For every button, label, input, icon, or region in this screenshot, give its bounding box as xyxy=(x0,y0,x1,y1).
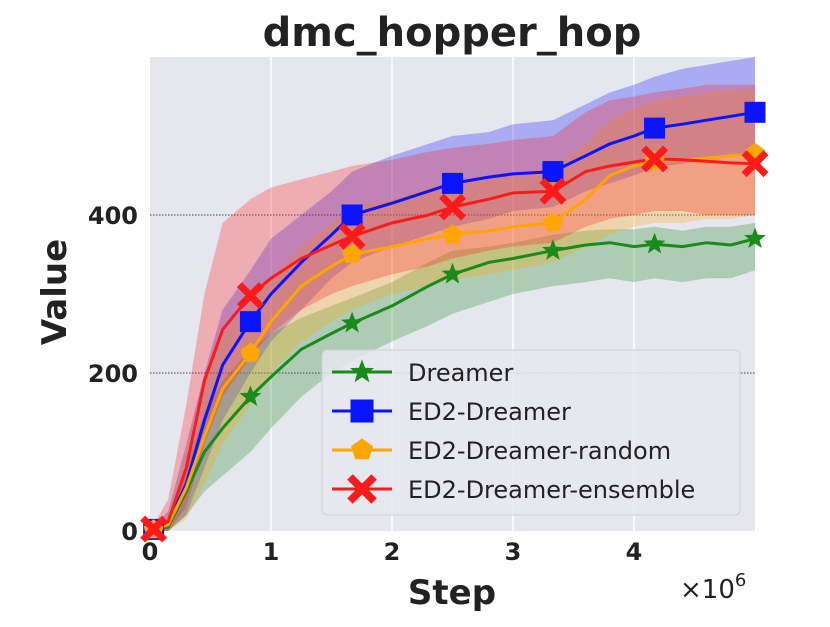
x-tick-label: 1 xyxy=(263,538,280,566)
x-tick-label: 4 xyxy=(626,538,643,566)
marker-square xyxy=(442,172,463,194)
marker-star xyxy=(744,227,766,248)
band-ED2-Dreamer xyxy=(150,57,755,531)
y-tick-label: 400 xyxy=(88,202,138,230)
legend-label: Dreamer xyxy=(408,359,513,387)
marker-x xyxy=(439,193,466,221)
band-ED2-Dreamer-ensemble xyxy=(150,84,755,531)
marker-star xyxy=(239,385,262,406)
marker-star xyxy=(542,239,564,260)
legend-marker-star xyxy=(350,359,374,383)
marker-x xyxy=(140,515,168,543)
marker-square xyxy=(341,204,363,226)
marker-square xyxy=(239,311,261,333)
legend-label: ED2-Dreamer-ensemble xyxy=(408,476,695,504)
marker-star xyxy=(643,232,666,254)
marker-x xyxy=(236,282,264,310)
marker-square xyxy=(542,161,564,183)
marker-pentagon xyxy=(240,342,261,362)
y-tick-labels: 0 200 400 xyxy=(88,202,138,546)
marker-star xyxy=(441,262,464,284)
legend-marker-x xyxy=(347,474,377,504)
legend-box xyxy=(321,349,741,516)
marker-pentagon xyxy=(442,224,463,244)
x-tick-label: 0 xyxy=(142,538,159,566)
band-ED2-Dreamer-random xyxy=(150,88,755,531)
y-axis-label: Value xyxy=(35,239,75,345)
x-tick-label: 2 xyxy=(384,538,401,566)
marker-pentagon xyxy=(342,244,363,263)
marker-x xyxy=(641,145,669,173)
x-tick-label: 3 xyxy=(505,538,522,566)
marker-star xyxy=(341,311,363,333)
marker-x xyxy=(338,222,366,250)
legend-label: ED2-Dreamer xyxy=(408,398,571,426)
x-axis-label: Step xyxy=(408,573,496,613)
y-tick-label: 200 xyxy=(88,360,138,388)
series-markers xyxy=(140,101,769,543)
marker-square xyxy=(744,101,766,123)
x-tick-labels: 0 1 2 3 4 xyxy=(142,538,643,566)
y-tick-label: 0 xyxy=(121,518,138,546)
chart-title: dmc_hopper_hop xyxy=(263,10,642,56)
legend: Dreamer ED2-Dreamer ED2-Dreamer-random ED2-… xyxy=(321,349,741,516)
legend-label: ED2-Dreamer-random xyxy=(408,437,671,465)
x-scale-base: ×10 xyxy=(680,575,735,605)
x-scale-exponent: 6 xyxy=(735,570,746,591)
marker-pentagon xyxy=(542,212,563,232)
legend-marker-pentagon xyxy=(351,438,373,460)
legend-marker-square xyxy=(350,399,374,423)
marker-x xyxy=(741,150,769,178)
marker-square xyxy=(644,117,666,139)
marker-x xyxy=(539,177,567,205)
x-scale-factor: ×106 xyxy=(680,570,746,605)
